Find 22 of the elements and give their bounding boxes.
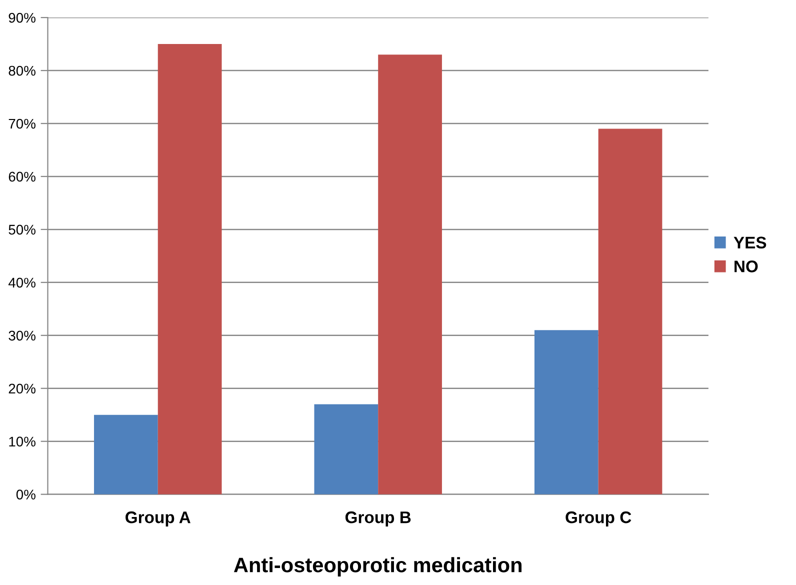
y-tick-label: 40% <box>8 278 36 288</box>
x-tick-label: Group A <box>126 511 190 527</box>
legend-label: NO <box>734 260 758 272</box>
x-tick-label: Group B <box>345 511 411 527</box>
y-tick-label: 80% <box>8 66 36 76</box>
bar <box>94 414 158 494</box>
x-axis-title: Anti-osteoporotic medication <box>234 557 522 577</box>
x-tick-label: Group C <box>566 511 632 527</box>
bar <box>598 128 662 494</box>
legend-label: YES <box>734 236 766 248</box>
y-tick-label: 30% <box>8 330 36 341</box>
bar <box>378 54 442 494</box>
y-tick-label: 70% <box>8 118 36 129</box>
bar <box>314 404 378 494</box>
bar <box>534 330 598 494</box>
bar <box>158 44 222 494</box>
y-tick-label: 60% <box>8 172 36 182</box>
y-tick-label: 20% <box>8 384 36 394</box>
y-tick-label: 50% <box>8 224 36 235</box>
y-tick-label: 10% <box>9 436 36 447</box>
y-tick-label: 90% <box>8 12 36 23</box>
y-tick-label: 0% <box>16 490 36 500</box>
